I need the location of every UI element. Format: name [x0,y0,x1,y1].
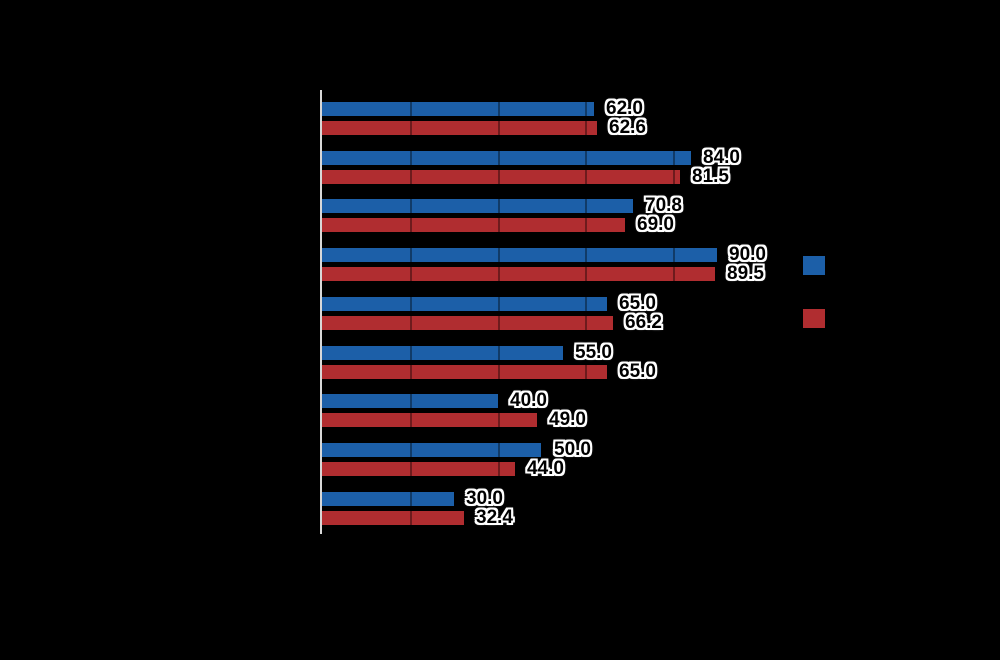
value-label: 40.0 [510,390,547,411]
bar-red [322,121,597,135]
value-label: 62.6 [609,117,646,138]
bar-blue [322,394,498,408]
value-label: 89.5 [727,263,764,284]
value-label: 84.0 [703,147,740,168]
bar-red [322,170,680,184]
value-label: 65.0 [619,293,656,314]
gridline [673,90,675,530]
legend-swatch-red [803,309,825,328]
bar-blue [322,346,563,360]
gridline [585,90,587,530]
bar-red [322,218,625,232]
legend-swatch-blue [803,256,825,275]
value-label: 44.0 [527,458,564,479]
value-label: 69.0 [637,214,674,235]
bar-red [322,316,613,330]
bar-blue [322,443,541,457]
value-label: 62.0 [606,98,643,119]
bar-red [322,267,715,281]
value-label: 81.5 [692,166,729,187]
value-label: 65.0 [619,361,656,382]
bar-red [322,511,464,525]
value-label: 50.0 [554,439,591,460]
bar-red [322,462,515,476]
value-label: 55.0 [575,342,612,363]
value-label: 32.4 [476,507,513,528]
value-label: 66.2 [625,312,662,333]
bar-blue [322,492,454,506]
gridline [761,90,763,530]
bar-red [322,365,607,379]
value-label: 30.0 [466,488,503,509]
gridline [498,90,500,530]
y-axis-line [320,90,322,534]
bar-blue [322,199,633,213]
bar-blue [322,102,594,116]
value-label: 49.0 [549,409,586,430]
gridline [410,90,412,530]
bar-red [322,413,537,427]
value-label: 70.8 [645,195,682,216]
value-label: 90.0 [729,244,766,265]
bar-blue [322,297,607,311]
bar-blue [322,151,691,165]
bar-blue [322,248,717,262]
